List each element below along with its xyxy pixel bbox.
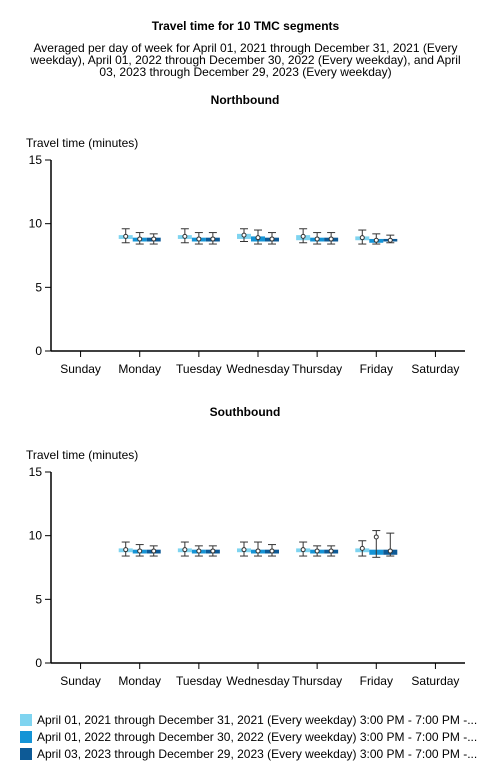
x-tick-label: Friday (360, 674, 393, 688)
legend-item[interactable]: April 01, 2022 through December 30, 2022… (20, 728, 485, 745)
x-tick-label: Saturday (411, 674, 459, 688)
mean-marker (387, 548, 393, 554)
mean-marker (359, 545, 365, 551)
mean-marker (359, 235, 365, 241)
mean-marker (300, 233, 306, 239)
mean-marker (196, 236, 202, 242)
x-tick-label: Wednesday (226, 674, 289, 688)
mean-marker (314, 236, 320, 242)
mean-marker (210, 236, 216, 242)
y-axis-label: Travel time (minutes) (26, 136, 138, 150)
legend-swatch (20, 747, 32, 760)
mean-marker (314, 548, 320, 554)
x-tick-label: Tuesday (176, 362, 222, 376)
mean-marker (373, 534, 379, 540)
mean-marker (123, 233, 129, 239)
mean-marker (269, 236, 275, 242)
x-tick-label: Friday (360, 362, 393, 376)
y-tick-label: 0 (35, 656, 42, 670)
mean-marker (137, 548, 143, 554)
y-tick-label: 15 (29, 465, 43, 479)
chart-title: Travel time for 10 TMC segments (151, 19, 340, 33)
panel-title: Northbound (211, 93, 280, 107)
y-tick-label: 10 (29, 217, 43, 231)
y-tick-label: 15 (29, 153, 43, 167)
x-tick-label: Thursday (292, 362, 342, 376)
legend-label: April 03, 2023 through December 29, 2023… (37, 746, 478, 761)
y-tick-label: 0 (35, 344, 42, 358)
mean-marker (196, 548, 202, 554)
mean-marker (255, 235, 261, 241)
x-tick-label: Saturday (411, 362, 459, 376)
x-tick-label: Tuesday (176, 674, 222, 688)
mean-marker (241, 232, 247, 238)
y-tick-label: 5 (35, 280, 42, 294)
mean-marker (151, 548, 157, 554)
legend-label: April 01, 2021 through December 31, 2021… (37, 712, 478, 727)
x-tick-label: Sunday (60, 674, 101, 688)
northbound-chart: Northbound Travel time (minutes) 0 5 10 15 Sun… (26, 93, 465, 376)
y-tick-label: 10 (29, 529, 43, 543)
mean-marker (151, 236, 157, 242)
legend: April 01, 2021 through December 31, 2021… (20, 711, 485, 762)
legend-swatch (20, 730, 32, 743)
x-tick-label: Wednesday (226, 362, 289, 376)
chart-subtitle: Averaged per day of week for April 01, 2… (30, 41, 461, 79)
x-tick-label: Monday (118, 674, 161, 688)
legend-swatch (20, 713, 32, 726)
mean-marker (210, 548, 216, 554)
mean-marker (137, 236, 143, 242)
mean-marker (387, 237, 393, 243)
mean-marker (373, 237, 379, 243)
y-tick-label: 5 (35, 592, 42, 606)
mean-marker (328, 548, 334, 554)
mean-marker (255, 548, 261, 554)
mean-marker (269, 548, 275, 554)
mean-marker (123, 547, 129, 553)
mean-marker (182, 547, 188, 553)
legend-item[interactable]: April 01, 2021 through December 31, 2021… (20, 711, 485, 728)
legend-item[interactable]: April 03, 2023 through December 29, 2023… (20, 745, 485, 762)
x-tick-label: Sunday (60, 362, 101, 376)
mean-marker (182, 233, 188, 239)
mean-marker (328, 236, 334, 242)
southbound-chart: Southbound Travel time (minutes) 0 5 10 15 Sun… (26, 405, 465, 688)
x-tick-label: Thursday (292, 674, 342, 688)
y-axis-label: Travel time (minutes) (26, 448, 138, 462)
panel-title: Southbound (210, 405, 281, 419)
legend-label: April 01, 2022 through December 30, 2022… (37, 729, 478, 744)
mean-marker (241, 547, 247, 553)
x-tick-label: Monday (118, 362, 161, 376)
mean-marker (300, 547, 306, 553)
